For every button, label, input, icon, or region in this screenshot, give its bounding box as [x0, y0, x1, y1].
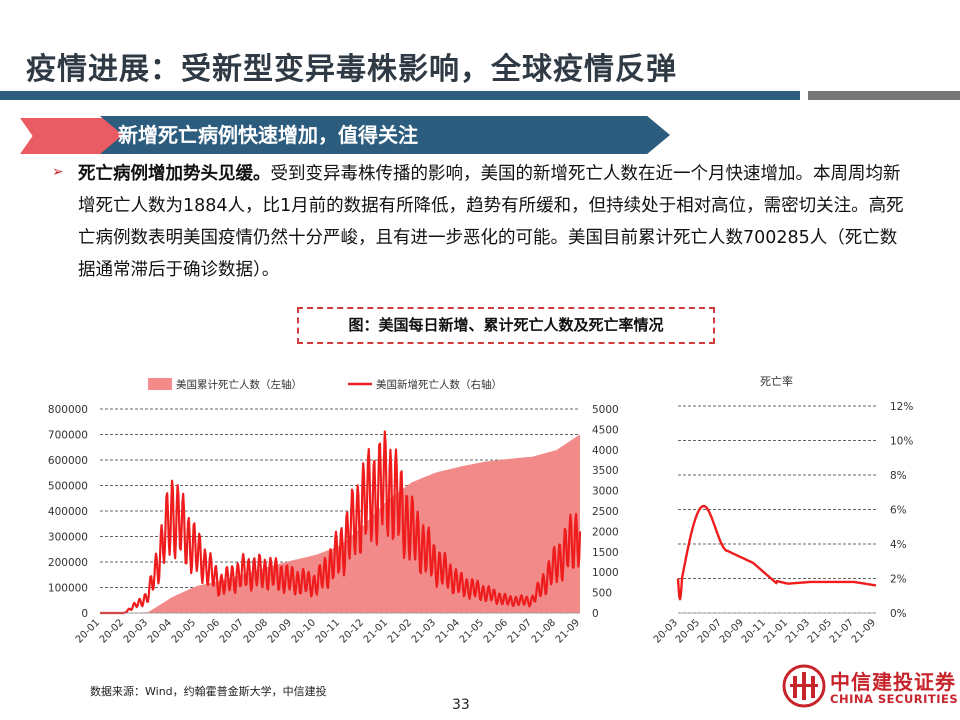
x-tick-label: 21-07	[506, 617, 534, 645]
figure-title: 图：美国每日新增、累计死亡人数及死亡率情况	[348, 316, 664, 334]
x-tick-label: 21-06	[482, 617, 510, 645]
y-right-tick-label: 2500	[592, 506, 619, 518]
x-tick-label: 21-09	[554, 617, 582, 645]
fatality-rate-chart: 死亡率0%2%4%6%8%10%12%20-0320-0520-0720-092…	[652, 374, 914, 646]
x-tick-label: 21-02	[386, 617, 414, 645]
y-left-tick-label: 500000	[48, 481, 88, 493]
y-right-tick-label: 6%	[890, 505, 907, 517]
legend-label-daily: 美国新增死亡人数（右轴）	[376, 378, 502, 391]
x-tick-label: 20-07	[696, 617, 724, 645]
x-tick-label: 21-05	[458, 617, 486, 645]
x-tick-label: 20-05	[674, 617, 702, 645]
figure-title-box: 图：美国每日新增、累计死亡人数及死亡率情况	[297, 307, 715, 344]
x-tick-label: 21-01	[762, 617, 790, 645]
y-right-tick-label: 4000	[592, 445, 619, 457]
x-tick-label: 20-01	[74, 617, 102, 645]
x-tick-label: 20-10	[290, 617, 318, 645]
x-tick-label: 20-04	[146, 617, 174, 645]
x-tick-label: 21-07	[828, 617, 856, 645]
legend-swatch-cumulative	[148, 378, 172, 390]
series-daily-deaths-line	[99, 430, 582, 615]
x-tick-label: 20-06	[194, 617, 222, 645]
series-cumulative-deaths-area	[100, 434, 580, 613]
title-underline	[0, 91, 800, 100]
body-paragraph: 死亡病例增加势头见缓。受到变异毒株传播的影响，美国的新增死亡人数在近一个月快速增…	[78, 158, 914, 286]
page-title: 疫情进展：受新型变异毒株影响，全球疫情反弹	[26, 52, 677, 87]
y-left-tick-label: 0	[81, 608, 88, 620]
x-tick-label: 21-03	[784, 617, 812, 645]
subtitle-text: 新增死亡病例快速增加，值得关注	[118, 123, 418, 147]
x-tick-label: 20-11	[740, 617, 768, 645]
logo-name-en: CHINA SECURITIES	[830, 692, 959, 706]
x-tick-label: 21-05	[806, 617, 834, 645]
y-right-tick-label: 0	[592, 608, 599, 620]
legend-label-cumulative: 美国累计死亡人数（左轴）	[176, 378, 302, 391]
y-right-tick-label: 3500	[592, 465, 619, 477]
body-lead: 死亡病例增加势头见缓。	[78, 164, 271, 184]
subtitle-banner	[100, 116, 670, 154]
x-tick-label: 20-05	[170, 617, 198, 645]
rate-chart-title: 死亡率	[760, 374, 793, 388]
y-right-tick-label: 12%	[890, 401, 913, 413]
x-tick-label: 20-09	[266, 617, 294, 645]
y-left-tick-label: 300000	[48, 532, 88, 544]
y-right-tick-label: 2%	[890, 574, 907, 586]
y-right-tick-label: 5000	[592, 404, 619, 416]
page-number: 33	[452, 697, 470, 713]
y-left-tick-label: 600000	[48, 455, 88, 467]
y-right-tick-label: 3000	[592, 486, 619, 498]
x-tick-label: 20-03	[122, 617, 150, 645]
x-tick-label: 20-03	[652, 617, 680, 645]
y-right-tick-label: 10%	[890, 436, 913, 448]
x-tick-label: 21-04	[434, 617, 462, 645]
company-logo: 中信建投证券 CHINA SECURITIES	[782, 664, 958, 712]
logo-name-cn: 中信建投证券	[830, 670, 956, 694]
bullet-arrow-icon: ➢	[52, 164, 64, 180]
y-left-tick-label: 100000	[48, 583, 88, 595]
y-right-tick-label: 1500	[592, 547, 619, 559]
x-tick-label: 21-09	[850, 617, 878, 645]
body-text: 受到变异毒株传播的影响，美国的新增死亡人数在近一个月快速增加。本周周均新增死亡人…	[78, 164, 904, 280]
series-fatality-rate-line	[676, 504, 877, 601]
x-tick-label: 21-01	[362, 617, 390, 645]
y-right-tick-label: 1000	[592, 567, 619, 579]
data-source: 数据来源：Wind，约翰霍普金斯大学，中信建投	[90, 685, 327, 698]
x-tick-label: 20-07	[218, 617, 246, 645]
y-left-tick-label: 400000	[48, 506, 88, 518]
y-right-tick-label: 2000	[592, 526, 619, 538]
logo-emblem-icon	[782, 664, 826, 708]
x-tick-label: 20-02	[98, 617, 126, 645]
y-right-tick-label: 4500	[592, 424, 619, 436]
x-tick-label: 21-03	[410, 617, 438, 645]
x-tick-label: 20-12	[338, 617, 366, 645]
y-left-tick-label: 800000	[48, 404, 88, 416]
y-right-tick-label: 0%	[890, 608, 907, 620]
y-right-tick-label: 500	[592, 588, 612, 600]
y-right-tick-label: 4%	[890, 539, 907, 551]
title-underline-accent	[808, 91, 960, 100]
x-tick-label: 21-08	[530, 617, 558, 645]
y-left-tick-label: 700000	[48, 430, 88, 442]
x-tick-label: 20-09	[718, 617, 746, 645]
deaths-chart: 0 100000 200000 300000 400000 500000 600000 700…	[48, 378, 619, 646]
x-tick-label: 20-08	[242, 617, 270, 645]
y-left-tick-label: 200000	[48, 557, 88, 569]
y-right-tick-label: 8%	[890, 470, 907, 482]
x-tick-label: 20-11	[314, 617, 342, 645]
